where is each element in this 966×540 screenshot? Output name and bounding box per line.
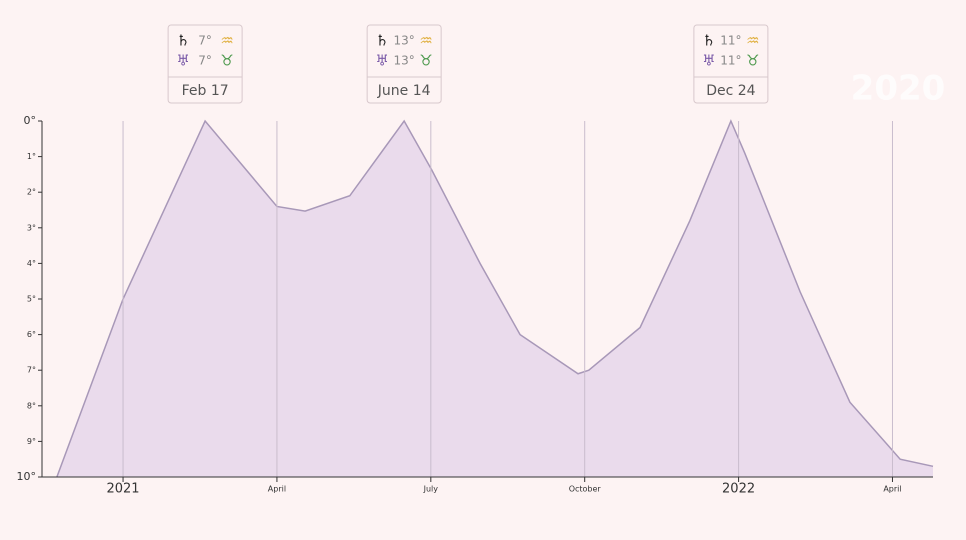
y-tick-label: 9° — [27, 437, 36, 446]
orb-degree: 7° — [198, 34, 212, 48]
y-tick-label: 10° — [17, 470, 37, 483]
x-tick-label: July — [423, 485, 439, 494]
y-tick-label: 0° — [24, 114, 37, 127]
orb-degree: 11° — [720, 34, 741, 48]
x-tick-label: April — [883, 485, 901, 494]
x-tick-label: October — [569, 485, 602, 494]
annotation: ♄ 11° ♒ ♅ 11° ♉ Dec 24 — [693, 24, 769, 104]
astro-symbol: ♅ — [176, 52, 189, 70]
annotation-box — [366, 24, 442, 104]
x-tick-label: April — [268, 485, 286, 494]
watermark: 2020 — [851, 69, 946, 109]
y-tick-label: 1° — [27, 152, 36, 161]
y-tick-label: 5° — [27, 295, 36, 304]
x-tick-label: 2021 — [106, 482, 139, 497]
orb-degree: 13° — [394, 34, 415, 48]
astro-symbol: ♉ — [419, 52, 432, 70]
y-tick-label: 6° — [27, 330, 36, 339]
orb-degree: 13° — [394, 54, 415, 68]
y-tick-label: 4° — [27, 259, 36, 268]
annotation: ♄ 7° ♒ ♅ 7° ♉ Feb 17 — [167, 24, 243, 104]
astro-symbol: ♒ — [419, 32, 432, 50]
annotation-box — [693, 24, 769, 104]
orb-degree: 7° — [198, 54, 212, 68]
orb-degree: 11° — [720, 54, 741, 68]
annotation-date: June 14 — [377, 83, 431, 99]
astro-symbol: ♅ — [702, 52, 715, 70]
astro-symbol: ♅ — [375, 52, 388, 70]
y-tick-label: 7° — [27, 366, 36, 375]
y-tick-label: 3° — [27, 223, 36, 232]
area-line — [56, 119, 934, 478]
x-tick-label: 2022 — [722, 482, 755, 497]
astro-symbol: ♄ — [375, 32, 388, 50]
annotation-box — [167, 24, 243, 104]
area-fill — [56, 121, 933, 477]
astro-symbol: ♉ — [220, 52, 233, 70]
astro-symbol: ♒ — [220, 32, 233, 50]
annotation-date: Feb 17 — [182, 83, 229, 99]
astro-symbol: ♄ — [176, 32, 189, 50]
astro-symbol: ♄ — [702, 32, 715, 50]
annotation-date: Dec 24 — [706, 83, 755, 99]
astro-symbol: ♉ — [746, 52, 759, 70]
annotation: ♄ 13° ♒ ♅ 13° ♉ June 14 — [366, 24, 442, 104]
y-tick-label: 8° — [27, 401, 36, 410]
y-tick-label: 2° — [27, 188, 36, 197]
astro-symbol: ♒ — [746, 32, 759, 50]
